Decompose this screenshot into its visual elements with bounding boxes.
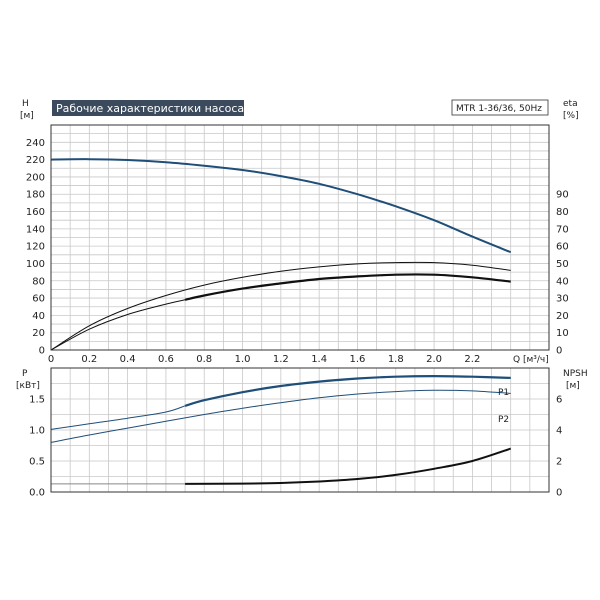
h-tick-label: 240 <box>26 138 45 149</box>
q-tick-label: 1.0 <box>235 354 251 365</box>
q-tick-label: 2.0 <box>426 354 442 365</box>
title-background <box>52 100 244 116</box>
npsh-tick-label: 4 <box>556 426 562 437</box>
npsh-axis-label: NPSH <box>563 369 588 379</box>
eta-tick-label: 60 <box>556 242 569 253</box>
h-tick-label: 220 <box>26 155 45 166</box>
h-tick-label: 100 <box>26 259 45 270</box>
h-tick-label: 0 <box>39 346 45 357</box>
bottom-plot-frame <box>50 367 550 493</box>
q-tick-label: 0 <box>48 354 54 365</box>
eta-axis-unit: [%] <box>563 111 579 121</box>
eta-tick-label: 90 <box>556 190 569 201</box>
q-tick-label: 0.6 <box>158 354 174 365</box>
q-tick-label: 0.2 <box>81 354 97 365</box>
npsh-axis-unit: [м] <box>566 381 580 391</box>
bottom-grid <box>51 368 549 492</box>
top-tick-labels: 0 20 40 60 80 100 120 140 160 180 200 220 240 0 10 20 30… <box>26 138 569 365</box>
h-tick-label: 40 <box>32 311 45 322</box>
top-plot-frame <box>50 124 550 351</box>
p2-series-label: P2 <box>498 415 509 425</box>
q-tick-label: 1.8 <box>388 354 404 365</box>
head-curve <box>50 158 512 254</box>
eta-tick-label: 10 <box>556 328 569 339</box>
eta-curve-thin <box>50 261 511 351</box>
p-axis-label: P <box>22 369 28 379</box>
eta-tick-label: 70 <box>556 224 569 235</box>
h-axis-unit: [м] <box>20 111 34 121</box>
p-axis-unit: [кВт] <box>16 381 40 391</box>
q-tick-label: 0.8 <box>196 354 212 365</box>
h-tick-label: 200 <box>26 172 45 183</box>
p2-curve <box>50 389 511 443</box>
q-tick-label: 1.2 <box>273 354 289 365</box>
p1-curve-thin <box>50 405 186 430</box>
bottom-tick-labels: 0.0 0.5 1.0 1.5 0 2 4 6 <box>29 395 562 499</box>
h-tick-label: 120 <box>26 242 45 253</box>
p-tick-label: 1.5 <box>29 395 45 406</box>
p1-series-label: P1 <box>498 388 509 398</box>
model-label: MTR 1-36/36, 50Hz <box>456 104 542 114</box>
eta-tick-label: 0 <box>556 346 562 357</box>
p1-curve <box>184 374 511 407</box>
q-tick-label: 0.4 <box>120 354 136 365</box>
h-tick-label: 180 <box>26 190 45 201</box>
eta-curve-thick <box>184 273 511 301</box>
eta-tick-label: 50 <box>556 259 569 270</box>
h-tick-label: 160 <box>26 207 45 218</box>
npsh-tick-label: 2 <box>556 457 562 468</box>
h-tick-label: 140 <box>26 224 45 235</box>
h-tick-label: 80 <box>32 276 45 287</box>
h-tick-label: 20 <box>32 328 45 339</box>
npsh-curve <box>185 447 512 485</box>
eta-tick-label: 40 <box>556 276 569 287</box>
top-series <box>50 158 512 351</box>
q-tick-label: 1.6 <box>350 354 366 365</box>
q-tick-label: 2.2 <box>464 354 480 365</box>
p-tick-label: 0.5 <box>29 457 45 468</box>
eta-tick-label: 30 <box>556 294 569 305</box>
bottom-series <box>50 374 512 485</box>
model-label-box <box>451 99 549 116</box>
eta-tick-label: 80 <box>556 207 569 218</box>
q-tick-label: 1.4 <box>311 354 327 365</box>
npsh-tick-label: 6 <box>556 395 562 406</box>
eta-tick-label: 20 <box>556 311 569 322</box>
p-tick-label: 0.0 <box>29 488 45 499</box>
p-tick-label: 1.0 <box>29 426 45 437</box>
eta-axis-label: eta <box>563 99 578 109</box>
top-chart: 0 20 40 60 80 100 120 140 160 180 200 220 240 0 10 20 30… <box>20 99 579 365</box>
q-axis-label: Q [м³/ч] <box>513 355 549 365</box>
eta-curve-thin-lower <box>50 299 186 351</box>
npsh-tick-label: 0 <box>556 488 562 499</box>
h-tick-label: 60 <box>32 294 45 305</box>
bottom-chart: 0.0 0.5 1.0 1.5 0 2 4 6 P [кВт] NPSH [м] P1 P2 <box>16 367 588 499</box>
chart-title: Рабочие характеристики насоса <box>56 102 244 115</box>
h-axis-label: H <box>22 99 29 109</box>
